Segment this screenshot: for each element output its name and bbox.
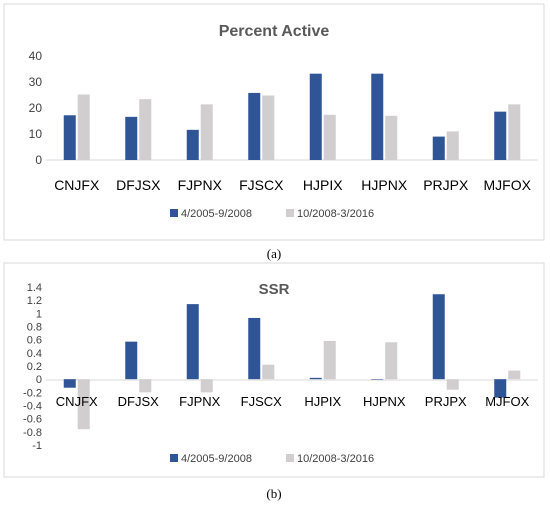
legend-label-b-series-1: 4/2005-9/2008 — [181, 453, 252, 465]
chart-b-y-tick-label: -0.4 — [23, 401, 42, 413]
chart-a-y-axis: 0 10 20 30 40 — [29, 49, 43, 167]
legend-swatch-b-series-1 — [170, 454, 178, 462]
chart-b-bar-cnjfx-series-2 — [77, 379, 90, 430]
chart-b-category-label: DFJSX — [118, 394, 160, 409]
chart-a-y-tick-label: 40 — [29, 49, 43, 63]
chart-b-category-label: HJPIX — [304, 394, 341, 409]
chart-a-category-label: FJSCX — [239, 177, 284, 193]
chart-b-category-label: FJPNX — [179, 394, 221, 409]
chart-a-legend: 4/2005-9/2008 10/2008-3/2016 — [170, 208, 374, 220]
chart-b-bar-prjpx-series-1 — [432, 294, 445, 380]
chart-a-category-label: PRJPX — [423, 177, 469, 193]
chart-a-bar-hjpnx-series-2 — [385, 115, 398, 160]
chart-b-title: SSR — [259, 281, 290, 298]
chart-a-bar-fjscx-series-1 — [248, 92, 261, 160]
chart-b-bar-fjpnx-series-2 — [200, 379, 213, 393]
chart-b-y-tick-label: 0.2 — [27, 361, 42, 373]
chart-a-bar-fjpnx-series-1 — [186, 129, 199, 160]
chart-b-bar-hjpix-series-1 — [309, 377, 322, 380]
legend-label-a-series-1: 4/2005-9/2008 — [181, 208, 252, 220]
legend-swatch-a-series-1 — [170, 209, 178, 217]
chart-b-bar-mjfox-series-1 — [494, 379, 507, 398]
chart-a-y-tick-label: 0 — [35, 153, 42, 167]
chart-b-y-axis: 1.41.21 0.80.60.40.20-0.2 -0.4-0.6-0.8-1 — [23, 282, 42, 452]
chart-b-y-tick-label: 0.8 — [27, 322, 42, 334]
chart-b-bar-mjfox-series-2 — [508, 370, 521, 380]
chart-a-category-label: FJPNX — [178, 177, 223, 193]
chart-b-bar-hjpnx-series-1 — [371, 379, 384, 380]
chart-b-bar-fjscx-series-1 — [248, 317, 261, 380]
chart-b-bar-fjscx-series-2 — [262, 364, 275, 380]
chart-b-y-tick-label: 1.2 — [27, 295, 42, 307]
chart-b-bar-fjpnx-series-1 — [186, 304, 199, 380]
chart-b-bars — [63, 294, 521, 430]
chart-b-y-tick-label: 0.6 — [27, 335, 42, 347]
chart-b-category-label: PRJPX — [425, 394, 467, 409]
chart-a-bars — [63, 73, 521, 160]
chart-a-bar-mjfox-series-1 — [494, 111, 507, 160]
chart-a-bar-mjfox-series-2 — [508, 104, 521, 160]
chart-b-bar-hjpnx-series-2 — [385, 342, 398, 380]
chart-a-bar-cnjfx-series-1 — [63, 115, 76, 160]
chart-a-bar-dfjsx-series-1 — [125, 116, 138, 160]
chart-b-y-tick-label: 0.4 — [27, 348, 42, 360]
chart-b-category-label: FJSCX — [241, 394, 283, 409]
chart-b-y-tick-label: -0.2 — [23, 387, 42, 399]
chart-a-title: Percent Active — [219, 23, 330, 40]
chart-a-bar-hjpix-series-1 — [309, 73, 322, 160]
chart-a-bar-prjpx-series-2 — [446, 131, 459, 160]
chart-b-category-label: HJPNX — [363, 394, 406, 409]
chart-a-category-label: HJPNX — [361, 177, 408, 193]
chart-a-y-tick-label: 20 — [29, 101, 43, 115]
chart-b-legend: 4/2005-9/2008 10/2008-3/2016 — [170, 453, 374, 465]
legend-label-a-series-2: 10/2008-3/2016 — [297, 208, 374, 220]
chart-b-bar-prjpx-series-2 — [446, 379, 459, 390]
legend-swatch-a-series-2 — [286, 209, 294, 217]
chart-a-x-axis: CNJFX DFJSX FJPNX FJSCX HJPIX HJPNX PRJPX MJFOX — [54, 177, 531, 193]
chart-b-y-tick-label: 0 — [36, 374, 42, 386]
chart-b-y-tick-label: 1 — [36, 308, 42, 320]
chart-a-category-label: MJFOX — [484, 177, 532, 193]
chart-a-y-tick-label: 30 — [29, 75, 43, 89]
chart-a-y-tick-label: 10 — [29, 127, 43, 141]
chart-a-category-label: DFJSX — [116, 177, 161, 193]
chart-a-bar-fjpnx-series-2 — [200, 104, 213, 160]
chart-b-frame — [3, 262, 545, 478]
chart-a: Percent Active 0 10 20 30 40 CNJFX DFJSX FJPNX… — [3, 3, 545, 241]
chart-a-bar-fjscx-series-2 — [262, 95, 275, 160]
chart-a-category-label: CNJFX — [54, 177, 100, 193]
chart-b-y-tick-label: -1 — [32, 440, 42, 452]
legend-swatch-b-series-2 — [286, 454, 294, 462]
chart-b-bar-cnjfx-series-1 — [63, 379, 76, 388]
chart-a-category-label: HJPIX — [303, 177, 343, 193]
chart-b-bar-dfjsx-series-2 — [139, 379, 152, 393]
chart-a-bar-hjpix-series-2 — [323, 114, 336, 160]
chart-b-category-label: CNJFX — [56, 394, 98, 409]
legend-label-b-series-2: 10/2008-3/2016 — [297, 453, 374, 465]
caption-b: (b) — [266, 486, 281, 501]
chart-b-y-tick-label: 1.4 — [27, 282, 42, 294]
chart-a-bar-hjpnx-series-1 — [371, 73, 384, 160]
chart-b-x-axis: CNJFX DFJSX FJPNX FJSCX HJPIX HJPNX PRJPX MJFOX — [56, 394, 530, 409]
chart-a-bar-dfjsx-series-2 — [139, 99, 152, 160]
chart-a-bar-prjpx-series-1 — [432, 136, 445, 160]
chart-b-bar-hjpix-series-2 — [323, 340, 336, 380]
caption-a: (a) — [267, 246, 281, 261]
chart-b-y-tick-label: -0.8 — [23, 427, 42, 439]
chart-b: SSR 1.41.21 0.80.60.40.20-0.2 -0.4-0.6-0.8… — [3, 262, 545, 478]
chart-b-bar-dfjsx-series-1 — [125, 341, 138, 380]
chart-b-y-tick-label: -0.6 — [23, 414, 42, 426]
chart-b-category-label: MJFOX — [485, 394, 529, 409]
chart-a-bar-cnjfx-series-2 — [77, 94, 90, 160]
